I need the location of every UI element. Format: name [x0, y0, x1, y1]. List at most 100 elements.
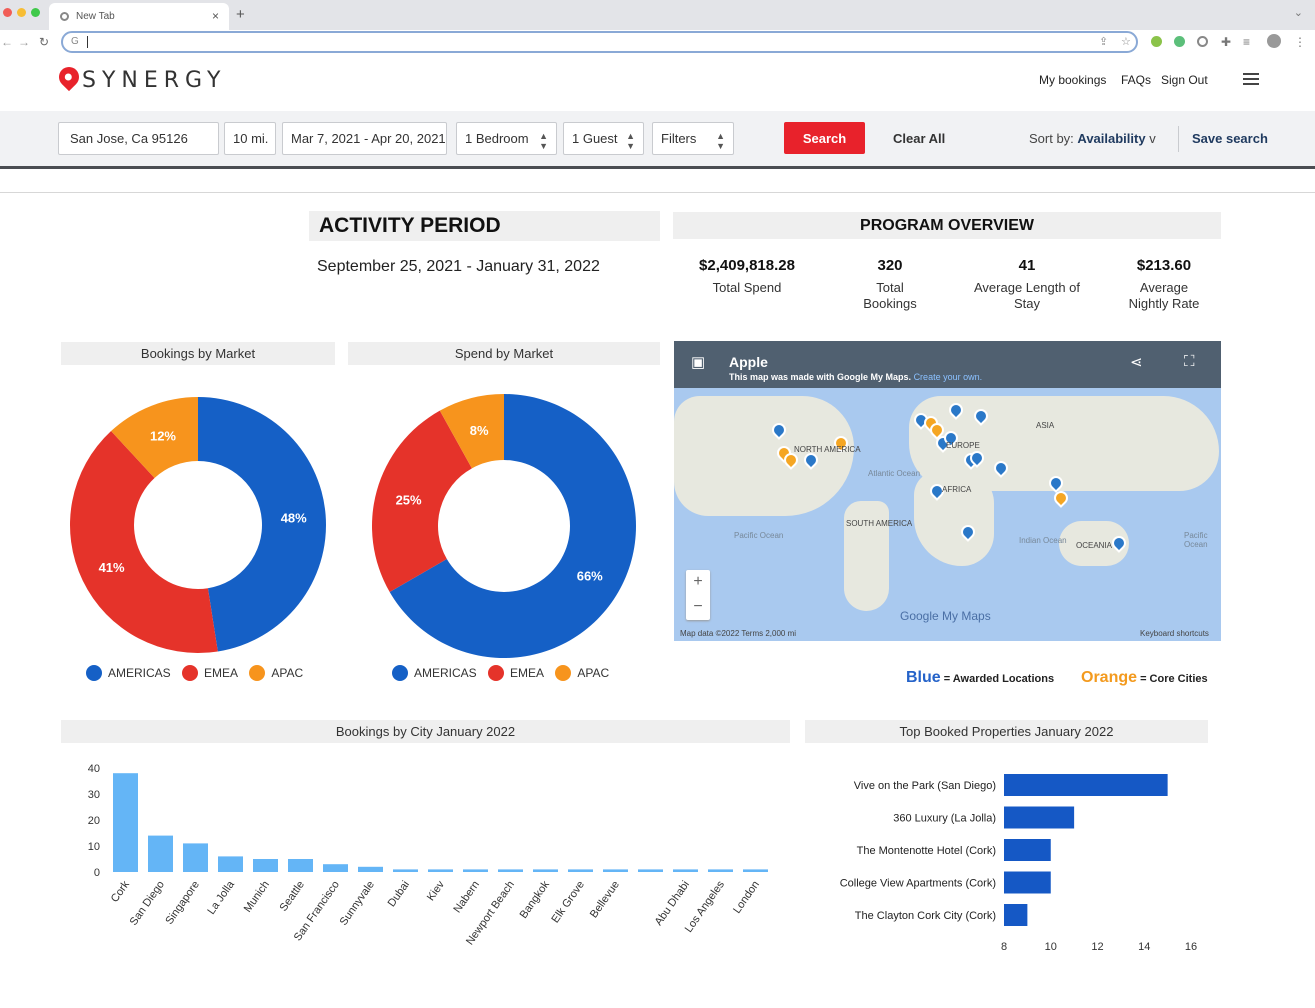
- browser-tab-bar: New Tab × + ⌄: [0, 0, 1315, 30]
- back-icon[interactable]: ←: [1, 35, 13, 49]
- star-icon[interactable]: ☆: [1121, 36, 1131, 48]
- x-tick-label: San Diego: [128, 879, 167, 928]
- map-land: [914, 471, 994, 566]
- guest-select[interactable]: 1 Guest ▲ ▼: [563, 122, 644, 155]
- legend-swatch: [249, 665, 266, 681]
- bar: [183, 843, 208, 872]
- donut-slice: [198, 397, 327, 652]
- extension-icon[interactable]: [1174, 36, 1185, 47]
- zoom-out-button[interactable]: −: [693, 598, 703, 615]
- x-tick-label: Bangkok: [518, 878, 553, 920]
- map-label: OCEANIA: [1076, 541, 1113, 550]
- bar: [218, 856, 243, 872]
- legend-swatch: [555, 665, 572, 681]
- bar: [1004, 806, 1075, 829]
- more-icon[interactable]: ⋮: [1294, 35, 1306, 49]
- stat-value: $2,409,818.28: [699, 257, 795, 274]
- sort-value: Availability: [1077, 131, 1146, 146]
- chevron-down-icon[interactable]: ⌄: [1293, 7, 1303, 19]
- close-window-button[interactable]: [3, 8, 12, 17]
- stat-average-stay: 41 Average Length of Stay: [957, 257, 1097, 312]
- minimize-window-button[interactable]: [17, 8, 26, 17]
- bar: [1004, 839, 1051, 861]
- x-tick-label: 14: [1138, 941, 1150, 953]
- sign-out-link[interactable]: Sign Out: [1161, 73, 1208, 87]
- create-your-own-link[interactable]: Create your own.: [913, 372, 983, 382]
- sidebar-toggle-icon[interactable]: ▣: [691, 354, 706, 371]
- menu-icon[interactable]: [1243, 73, 1259, 85]
- y-tick-label: 40: [88, 763, 100, 775]
- filters-select[interactable]: Filters ▲ ▼: [652, 122, 734, 155]
- tab-title: New Tab: [76, 11, 115, 22]
- spend-by-market-title: Spend by Market: [348, 342, 660, 365]
- clear-all-button[interactable]: Clear All: [893, 131, 946, 146]
- maximize-window-button[interactable]: [31, 8, 40, 17]
- close-tab-icon[interactable]: ×: [211, 9, 219, 23]
- x-tick-label: Seattle: [277, 879, 306, 914]
- map-attribution[interactable]: Map data ©2022 Terms 2,000 mi: [680, 629, 797, 638]
- zoom-in-button[interactable]: +: [693, 573, 703, 590]
- map-label: AFRICA: [942, 485, 972, 494]
- x-tick-label: Elk Grove: [549, 879, 587, 925]
- guest-select-value: 1 Guest: [572, 131, 618, 146]
- browser-nav-bar: ← → ↻ G ⇪ ☆ ✚ ≡ ⋮: [0, 30, 1315, 55]
- distance-input[interactable]: 10 mi.: [224, 122, 276, 155]
- faqs-link[interactable]: FAQs: [1121, 73, 1152, 87]
- activity-period-dates: September 25, 2021 - January 31, 2022: [317, 258, 600, 275]
- map-land: [844, 501, 889, 611]
- avatar[interactable]: [1267, 34, 1281, 48]
- map-label: NORTH AMERICA: [794, 445, 861, 454]
- legend-label: EMEA: [204, 666, 239, 680]
- bar: [673, 869, 698, 872]
- activity-period-title: ACTIVITY PERIOD: [309, 211, 660, 241]
- reload-icon[interactable]: ↻: [39, 35, 50, 49]
- address-bar[interactable]: G ⇪ ☆: [61, 31, 1138, 53]
- sort-label: Sort by:: [1029, 131, 1074, 146]
- bar: [428, 869, 453, 872]
- stat-label: Total Spend: [712, 280, 782, 295]
- program-overview-title: PROGRAM OVERVIEW: [673, 212, 1221, 239]
- map-embed[interactable]: ▣ Apple This map was made with Google My…: [674, 341, 1221, 641]
- legend-blue-word: Blue: [906, 669, 941, 686]
- bookings-market-legend: AMERICAS EMEA APAC: [86, 665, 311, 681]
- reading-list-icon[interactable]: ≡: [1243, 35, 1251, 49]
- bar: [603, 869, 628, 872]
- y-tick-label: College View Apartments (Cork): [840, 878, 996, 890]
- logo[interactable]: SYNERGY: [82, 68, 227, 93]
- puzzle-icon[interactable]: ✚: [1221, 35, 1232, 49]
- stat-total-spend: $2,409,818.28 Total Spend: [677, 257, 817, 296]
- select-arrows-icon: ▲ ▼: [539, 131, 548, 151]
- map-label: EUROPE: [946, 441, 980, 450]
- google-icon: G: [71, 36, 79, 47]
- extension-icon[interactable]: [1151, 36, 1162, 47]
- my-bookings-link[interactable]: My bookings: [1039, 73, 1107, 87]
- browser-tab[interactable]: New Tab ×: [49, 3, 229, 30]
- save-search-button[interactable]: Save search: [1192, 131, 1268, 146]
- sort-dropdown[interactable]: Sort by: Availability v: [1029, 131, 1156, 146]
- fullscreen-icon[interactable]: ⛶: [1184, 353, 1195, 370]
- x-tick-label: 16: [1185, 941, 1197, 953]
- extension-icon[interactable]: [1197, 36, 1208, 47]
- legend-swatch: [86, 665, 102, 681]
- map-subtitle-text: This map was made with Google My Maps.: [729, 372, 912, 382]
- search-button[interactable]: Search: [784, 122, 865, 154]
- bookings-by-market-title: Bookings by Market: [61, 342, 335, 365]
- stat-label: Average Length of Stay: [973, 280, 1080, 311]
- keyboard-shortcuts-link[interactable]: Keyboard shortcuts: [1140, 629, 1209, 638]
- stat-value: 320: [877, 257, 903, 274]
- share-icon[interactable]: ⋖: [1130, 354, 1143, 371]
- bedroom-select[interactable]: 1 Bedroom ▲ ▼: [456, 122, 557, 155]
- new-tab-button[interactable]: +: [236, 6, 245, 23]
- date-range-input[interactable]: Mar 7, 2021 - Apr 20, 2021: [282, 122, 447, 155]
- forward-icon[interactable]: →: [18, 35, 30, 49]
- x-tick-label: Nabern: [451, 879, 482, 915]
- text-cursor: [87, 36, 88, 48]
- slice-label: 25%: [396, 493, 422, 508]
- location-input[interactable]: San Jose, Ca 95126: [58, 122, 219, 155]
- legend-label: AMERICAS: [414, 666, 477, 680]
- y-tick-label: The Montenotte Hotel (Cork): [857, 845, 996, 857]
- share-icon[interactable]: ⇪: [1099, 36, 1109, 48]
- legend-blue-text: = Awarded Locations: [943, 673, 1055, 685]
- bar: [743, 869, 768, 872]
- bookings-by-market-chart: 48% 41% 12%: [69, 397, 327, 653]
